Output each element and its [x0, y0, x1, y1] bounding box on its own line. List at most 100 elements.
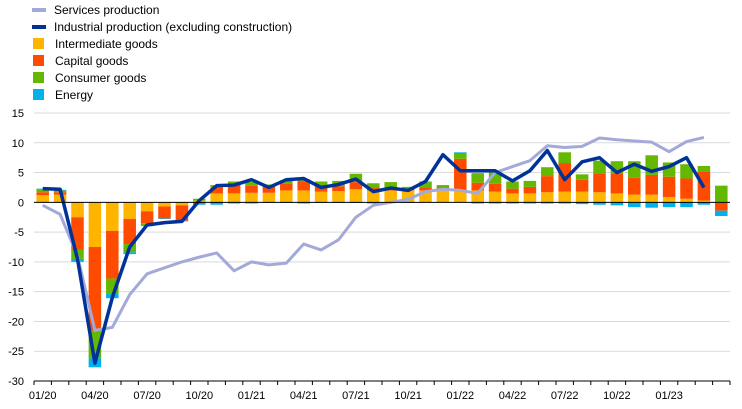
bar-intermediate [71, 202, 84, 218]
bar-energy [367, 202, 380, 204]
bar-intermediate [245, 192, 258, 203]
bar-intermediate [158, 202, 171, 207]
x-tick-label: 04/21 [290, 390, 318, 402]
bar-capital [262, 186, 276, 193]
bar-capital [349, 182, 363, 190]
bar-capital [297, 181, 310, 191]
bar-intermediate [401, 190, 415, 203]
bar-capital [158, 206, 171, 219]
legend-item-capital: Capital goods [32, 52, 292, 69]
bar-capital [88, 247, 102, 331]
bar-energy [662, 202, 676, 208]
x-tick-label: 01/20 [29, 390, 57, 402]
bar-energy [610, 202, 624, 206]
legend: Services production Industrial production… [32, 1, 292, 103]
bar-consumer [697, 166, 711, 172]
bar-intermediate [106, 202, 119, 231]
bar-energy [245, 202, 258, 204]
bar-capital [210, 187, 223, 194]
bar-intermediate [541, 192, 554, 203]
line-industrial [42, 148, 706, 365]
y-tick-label: -10 [8, 257, 24, 269]
legend-label: Energy [55, 87, 94, 102]
bar-energy [558, 202, 571, 204]
bar-consumer [36, 189, 49, 193]
bar-intermediate [593, 192, 606, 203]
bar-consumer [245, 182, 258, 186]
bar-capital [628, 177, 641, 195]
bar-energy [454, 152, 467, 154]
bar-consumer [680, 164, 693, 179]
bar-consumer [523, 180, 537, 187]
bar-consumer [471, 173, 484, 183]
bar-intermediate [297, 190, 310, 203]
x-tick-label: 10/22 [603, 390, 631, 402]
axes: -30 -25 -20 -15 -10 -5 0 5 10 15 01/20 04/20 07/20 10… [8, 108, 731, 402]
bar-intermediate [88, 202, 102, 247]
bar-capital [454, 158, 467, 191]
bar-intermediate [506, 193, 519, 203]
bar-intermediate [123, 202, 136, 220]
legend-item-industrial: Industrial production (excluding constru… [32, 18, 292, 35]
bar-intermediate [36, 195, 49, 203]
bar-intermediate [697, 200, 711, 203]
bar-capital [680, 178, 693, 199]
bar-intermediate [280, 190, 293, 203]
x-tick-label: 01/21 [238, 390, 266, 402]
legend-swatch [32, 7, 46, 12]
bar-consumer [314, 181, 328, 186]
bar-intermediate [471, 190, 484, 203]
legend-item-intermediate: Intermediate goods [32, 35, 292, 52]
bar-energy [158, 218, 171, 220]
bar-energy [210, 202, 223, 205]
series-lines [42, 135, 706, 365]
bar-intermediate [314, 191, 328, 203]
x-tick-label: 04/22 [499, 390, 527, 402]
bar-intermediate [175, 202, 189, 206]
bar-consumer [558, 152, 571, 164]
bar-energy [715, 210, 728, 217]
bar-capital [506, 188, 519, 194]
bar-energy [297, 202, 310, 204]
bar-consumer [575, 174, 589, 180]
bar-intermediate [662, 196, 676, 203]
bar-intermediate [227, 193, 241, 203]
bar-intermediate [645, 194, 658, 203]
bar-energy [541, 202, 554, 204]
bar-intermediate [558, 191, 571, 203]
bar-consumer [454, 153, 467, 159]
legend-label: Industrial production (excluding constru… [54, 19, 293, 34]
bar-capital [593, 173, 606, 193]
bar-consumer [715, 185, 728, 203]
bar-energy [680, 202, 693, 208]
bar-intermediate [523, 193, 537, 203]
x-tick-label: 07/21 [342, 390, 370, 402]
bar-capital [419, 187, 432, 191]
y-tick-label: -30 [8, 376, 24, 388]
bar-consumer [488, 172, 502, 184]
bar-capital [715, 202, 728, 211]
bar-capital [367, 188, 380, 191]
bar-capital [662, 176, 676, 197]
y-tick-label: 10 [12, 138, 24, 150]
bar-consumer [419, 182, 432, 188]
bar-intermediate [140, 202, 154, 212]
x-tick-label: 07/22 [551, 390, 579, 402]
bar-capital [575, 179, 589, 192]
bar-intermediate [419, 190, 432, 203]
bar-energy [193, 203, 206, 205]
y-tick-label: -25 [8, 346, 24, 358]
bar-stacks [36, 152, 728, 368]
bar-intermediate [210, 193, 223, 203]
bar-intermediate [53, 194, 67, 203]
bar-consumer [280, 180, 293, 184]
bar-intermediate [262, 192, 276, 203]
bar-energy [575, 202, 589, 205]
y-tick-label: -5 [14, 227, 24, 239]
bar-intermediate [454, 190, 467, 203]
bar-consumer [384, 182, 397, 189]
legend-item-consumer: Consumer goods [32, 69, 292, 86]
bar-intermediate [367, 190, 380, 203]
bar-energy [593, 202, 606, 205]
